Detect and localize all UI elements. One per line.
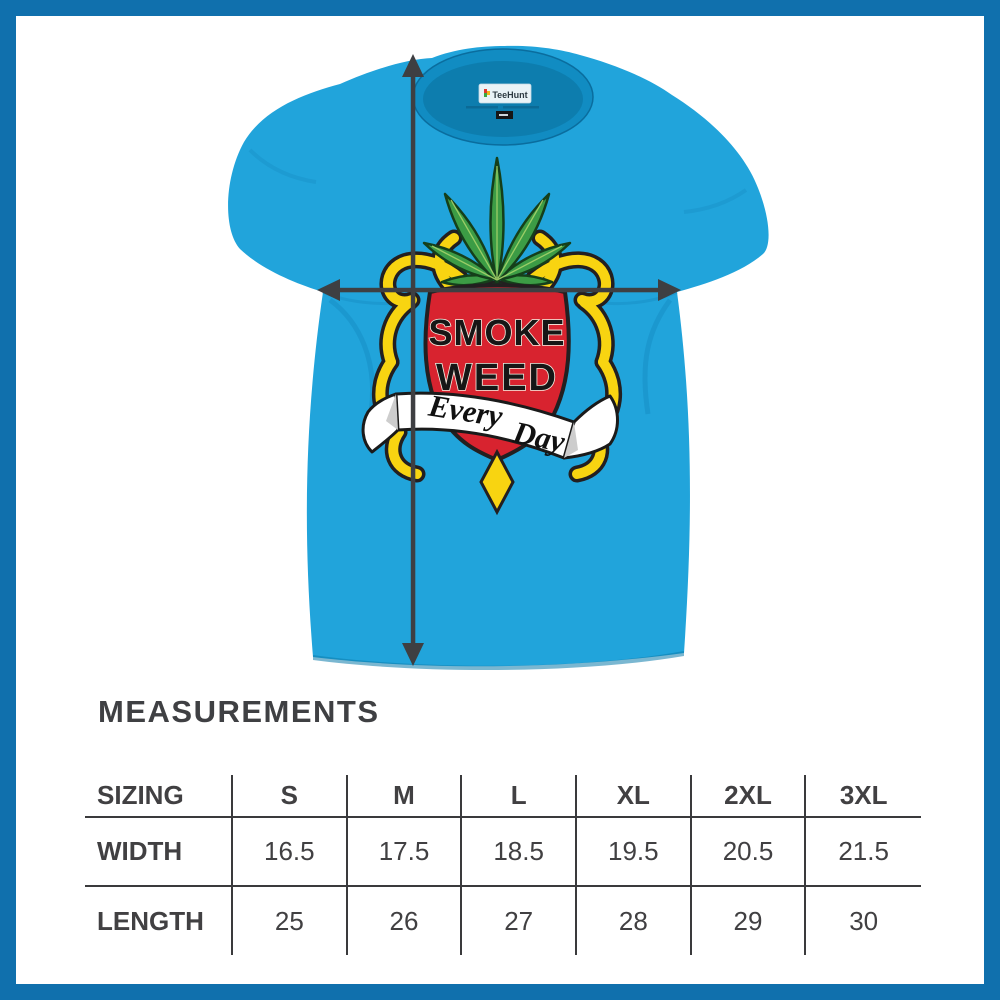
table-header-s: S <box>233 775 348 818</box>
crest-finial <box>479 448 515 516</box>
length-xl: 28 <box>577 887 692 955</box>
print-title-line2: WEED <box>436 357 558 399</box>
section-title: MEASUREMENTS <box>98 694 380 729</box>
table-header-l: L <box>462 775 577 818</box>
size-table: SIZING S M L XL 2XL 3XL WIDTH 16.5 17.5 … <box>85 775 921 955</box>
length-arrow-vertical <box>402 54 424 666</box>
width-3xl: 21.5 <box>806 818 921 887</box>
length-3xl: 30 <box>849 905 879 936</box>
neck-label-brand: TeeHunt <box>492 90 527 100</box>
banner-ribbon <box>361 391 619 460</box>
width-s: 16.5 <box>233 818 348 887</box>
table-header-xl: XL <box>576 775 692 818</box>
neck-label: TeeHunt <box>466 83 539 119</box>
width-arrow-horizontal <box>317 279 681 301</box>
print-title-line1: SMOKE <box>428 312 565 353</box>
table-header-2xl: 2XL <box>691 775 807 818</box>
collar: TeeHunt <box>412 48 594 146</box>
row-label-width: WIDTH <box>85 818 233 887</box>
table-header-3xl: 3XL <box>806 775 921 818</box>
length-s: 25 <box>233 887 348 955</box>
width-m: 17.5 <box>347 818 463 887</box>
width-l: 18.5 <box>462 818 577 887</box>
print-design: SMOKE WEED Every Day <box>361 156 623 516</box>
width-2xl: 20.5 <box>691 818 807 887</box>
row-label-length: LENGTH <box>85 887 233 955</box>
table-header-m: M <box>347 775 463 818</box>
length-2xl: 29 <box>692 887 807 955</box>
brand-logo-icon <box>484 89 487 93</box>
table-header-sizing: SIZING <box>85 775 233 818</box>
width-xl: 19.5 <box>576 818 692 887</box>
measurement-arrows <box>317 54 681 666</box>
length-m: 26 <box>348 887 463 955</box>
cannabis-leaf-icon <box>422 156 572 308</box>
length-l: 27 <box>462 887 577 955</box>
